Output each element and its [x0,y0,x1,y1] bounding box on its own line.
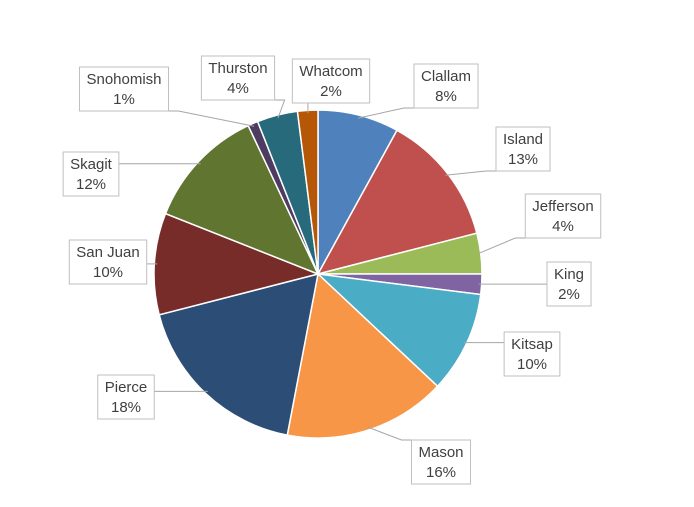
leader-line-clallam [357,107,414,119]
data-label-box [97,374,155,420]
data-label-category: Snohomish [86,71,161,88]
data-label-box [410,439,472,485]
data-label-category: Clallam [421,68,471,85]
pie-slice-skagit [164,124,320,276]
data-label-category: Jefferson [532,198,593,215]
data-label-pierce: Pierce 18% [97,374,155,420]
data-label-box [495,126,551,172]
leader-line-mason [367,426,412,441]
data-label-box [503,331,561,377]
data-label-percent: 8% [435,88,457,105]
data-label-percent: 1% [113,91,135,108]
data-label-box [413,63,479,109]
data-label-mason: Mason 16% [410,439,472,485]
pie-slice-pierce [158,272,319,436]
data-label-san-juan: San Juan 10% [68,239,148,285]
data-label-percent: 16% [426,464,456,481]
data-label-king: King 2% [546,261,592,307]
data-label-percent: 2% [320,83,342,100]
data-label-whatcom: Whatcom 2% [291,58,371,104]
data-label-thurston: Thurston 4% [200,55,276,101]
data-label-snohomish: Snohomish 1% [78,66,170,112]
data-label-skagit: Skagit 12% [62,151,120,197]
pie-slice-mason [286,272,439,439]
data-label-category: Mason [418,444,463,461]
leader-line-island [445,170,496,176]
data-labels: Clallam 8% Island 13% Jefferson 4% King 2% Kitsa… [62,55,602,485]
leader-line-thurston [274,99,286,119]
data-label-category: Thurston [208,60,267,77]
pie-slice-island [316,129,478,276]
data-label-box [200,55,276,101]
data-label-category: King [554,266,584,283]
data-label-kitsap: Kitsap 10% [503,331,561,377]
data-label-box [291,58,371,104]
leader-lines [118,99,547,441]
data-label-box [546,261,592,307]
data-label-box [78,66,170,112]
data-label-box [524,193,602,239]
leader-line-jefferson [477,237,526,255]
data-label-percent: 10% [93,264,123,281]
data-label-percent: 12% [76,176,106,193]
data-label-percent: 4% [227,80,249,97]
data-label-category: Whatcom [299,63,362,80]
data-label-clallam: Clallam 8% [413,63,479,109]
data-label-box [68,239,148,285]
data-label-category: Kitsap [511,336,553,353]
pie-slice-kitsap [315,272,482,388]
data-label-island: Island 13% [495,126,551,172]
data-label-percent: 2% [558,286,580,303]
data-label-category: Skagit [70,156,113,173]
data-label-box [62,151,120,197]
pie-slices [153,109,483,439]
data-label-category: Pierce [105,379,148,396]
leader-line-snohomish [168,110,255,127]
data-label-percent: 13% [508,151,538,168]
data-label-percent: 18% [111,399,141,416]
data-label-percent: 4% [552,218,574,235]
data-label-jefferson: Jefferson 4% [524,193,602,239]
data-label-category: San Juan [76,244,139,261]
data-label-percent: 10% [517,356,547,373]
data-label-category: Island [503,131,543,148]
